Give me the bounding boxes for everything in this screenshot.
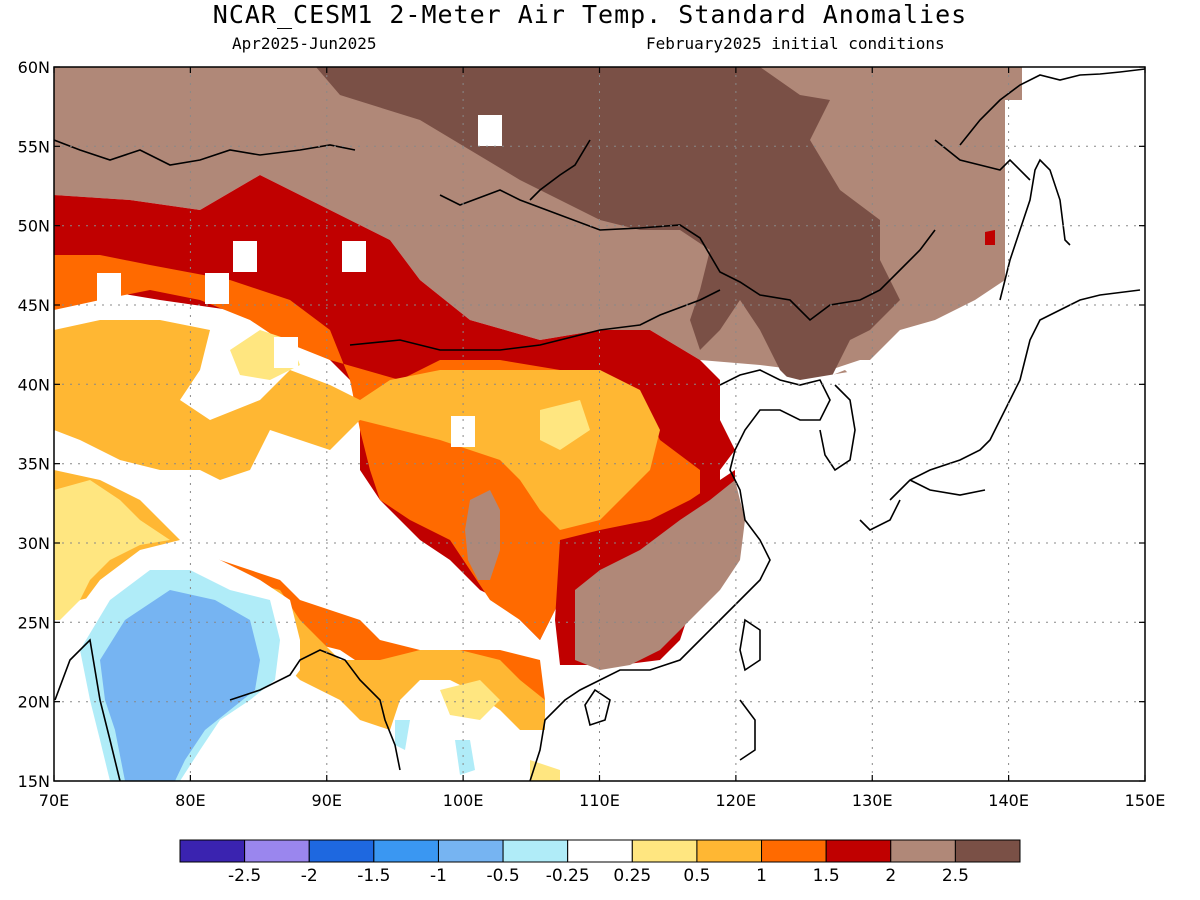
colorbar-swatch <box>179 839 246 863</box>
anomaly-region-yellow-2 <box>230 330 590 781</box>
colorbar-swatch <box>567 839 633 863</box>
lon-tick-label: 90E <box>312 791 342 810</box>
lon-tick-label: 140E <box>988 791 1029 810</box>
colorbar-label: -2.5 <box>228 866 261 886</box>
colorbar-swatch <box>308 839 375 863</box>
lat-tick-label: 50N <box>18 217 50 236</box>
colorbar-label: 0.5 <box>683 866 710 886</box>
lat-tick-label: 45N <box>18 296 50 315</box>
colorbar-label: 1 <box>756 866 767 886</box>
anomaly-region-light-orange <box>54 320 660 530</box>
anomaly-region-south-china <box>575 480 745 670</box>
anomaly-region-blue <box>100 590 260 781</box>
colorbar-label: 0.25 <box>613 866 651 886</box>
lon-tick-label: 100E <box>443 791 484 810</box>
colorbar: -2.5 -2 -1.5 -1 -0.5 -0.25 0.25 0.5 1 1.5 2 2.5 <box>179 839 1021 886</box>
anomaly-region-yellow <box>54 480 170 620</box>
colorbar-label: -1.5 <box>357 866 390 886</box>
lat-tick-label: 30N <box>18 534 50 553</box>
lon-tick-label: 110E <box>579 791 620 810</box>
colorbar-swatch <box>437 839 504 863</box>
colorbar-label: 1.5 <box>813 866 840 886</box>
colorbar-swatch <box>244 839 310 863</box>
colorbar-label: -1 <box>430 866 447 886</box>
lat-tick-label: 15N <box>18 772 50 791</box>
lat-tick-label: 25N <box>18 613 50 632</box>
lon-tick-label: 80E <box>175 791 205 810</box>
anomaly-region-orange <box>54 255 700 700</box>
forecast-period: Apr2025-Jun2025 <box>232 34 377 53</box>
grid-lines <box>54 67 1145 781</box>
colorbar-label: -0.5 <box>486 866 519 886</box>
lon-tick-label: 150E <box>1125 791 1166 810</box>
colorbar-swatch <box>825 839 892 863</box>
lon-tick-label: 70E <box>39 791 69 810</box>
anomaly-region-mongolia <box>316 67 900 390</box>
lat-tick-label: 55N <box>18 137 50 156</box>
anomaly-region-cyan-2 <box>395 720 475 775</box>
colorbar-swatch <box>954 839 1021 863</box>
colorbar-label: -0.25 <box>546 866 590 886</box>
initial-conditions: February2025 initial conditions <box>646 34 945 53</box>
colorbar-swatch <box>696 839 763 863</box>
lat-axis: 15N 20N 25N 30N 35N 40N 45N 50N 55N 60N <box>18 58 1145 791</box>
colorbar-swatch <box>373 839 439 863</box>
lat-tick-label: 60N <box>18 58 50 77</box>
colorbar-swatch <box>890 839 956 863</box>
anomaly-region-tibet <box>465 490 500 580</box>
colorbar-swatch <box>631 839 698 863</box>
colorbar-label: 2 <box>885 866 896 886</box>
anomaly-region-far-east <box>720 67 1145 781</box>
colorbar-swatch <box>761 839 827 863</box>
colorbar-label: -2 <box>301 866 318 886</box>
lon-tick-label: 120E <box>716 791 757 810</box>
lat-tick-label: 35N <box>18 455 50 474</box>
anomaly-field <box>54 67 1145 781</box>
masked-cells <box>97 115 502 447</box>
map-title: NCAR_CESM1 2-Meter Air Temp. Standard An… <box>212 0 968 29</box>
lat-tick-label: 20N <box>18 693 50 712</box>
colorbar-swatch <box>502 839 569 863</box>
anomaly-region-south-asia <box>54 470 545 730</box>
colorbar-label: 2.5 <box>942 866 969 886</box>
lon-axis: 70E 80E 90E 100E 110E 120E 130E 140E 150E <box>39 67 1166 810</box>
lon-tick-label: 130E <box>852 791 893 810</box>
lat-tick-label: 40N <box>18 375 50 394</box>
